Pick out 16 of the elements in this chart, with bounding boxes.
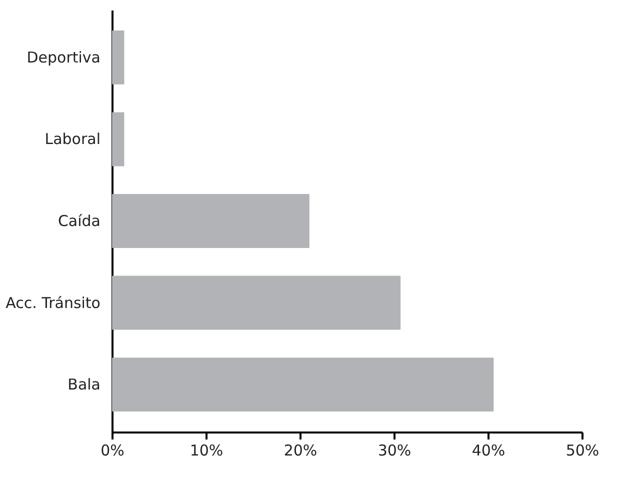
x-tick-label: 0% [100,442,124,460]
x-tick-label: 20% [284,442,318,460]
x-tick-label: 40% [472,442,506,460]
y-tick-label: Caída [58,212,100,230]
y-tick-label: Bala [68,376,100,394]
y-tick-label: Acc. Tránsito [6,294,100,312]
x-tick-label: 10% [190,442,224,460]
x-tick-label: 50% [566,442,600,460]
bar [112,194,310,248]
bar [112,30,124,84]
bar [112,276,401,330]
y-tick-label: Deportiva [26,48,100,66]
bar [112,358,494,412]
y-tick-label: Laboral [44,130,100,148]
x-tick-label: 30% [378,442,412,460]
bar [112,112,124,166]
